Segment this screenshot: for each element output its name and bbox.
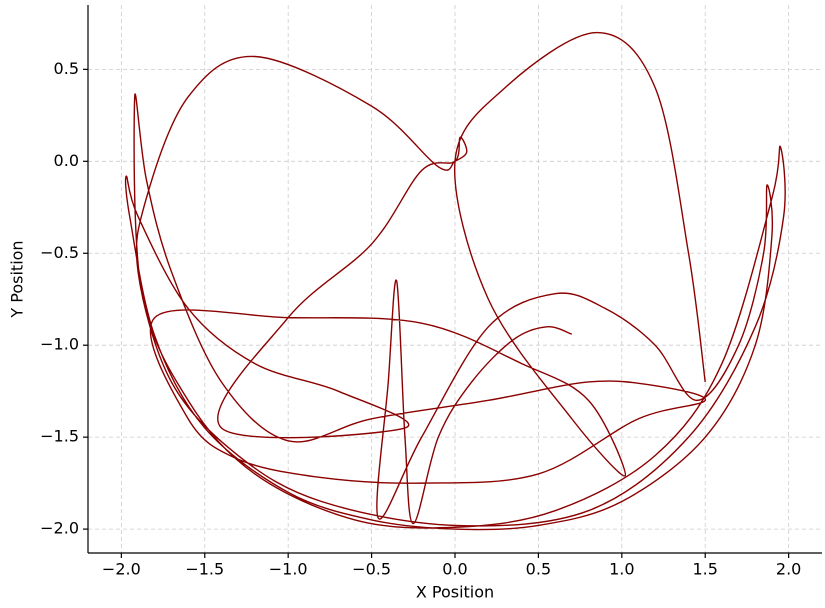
- x-tick-label: 1.0: [609, 560, 634, 579]
- x-tick-label: −1.5: [185, 560, 224, 579]
- y-tick-label: 0.5: [54, 59, 79, 78]
- y-tick-label: −0.5: [40, 243, 79, 262]
- y-tick-label: −1.5: [40, 427, 79, 446]
- trajectory-line: [124, 31, 786, 531]
- x-tick-label: −2.0: [102, 560, 141, 579]
- x-tick-label: 2.0: [776, 560, 801, 579]
- y-tick-label: −1.0: [40, 335, 79, 354]
- x-tick-label: 1.5: [693, 560, 718, 579]
- x-tick-label: −1.0: [269, 560, 308, 579]
- x-tick-label: 0.5: [526, 560, 551, 579]
- x-tick-label: 0.0: [442, 560, 467, 579]
- x-tick-label: −0.5: [352, 560, 391, 579]
- y-tick-label: 0.0: [54, 151, 79, 170]
- y-axis-label: Y Position: [8, 240, 27, 318]
- y-tick-label: −2.0: [40, 519, 79, 538]
- x-axis-label: X Position: [416, 583, 494, 602]
